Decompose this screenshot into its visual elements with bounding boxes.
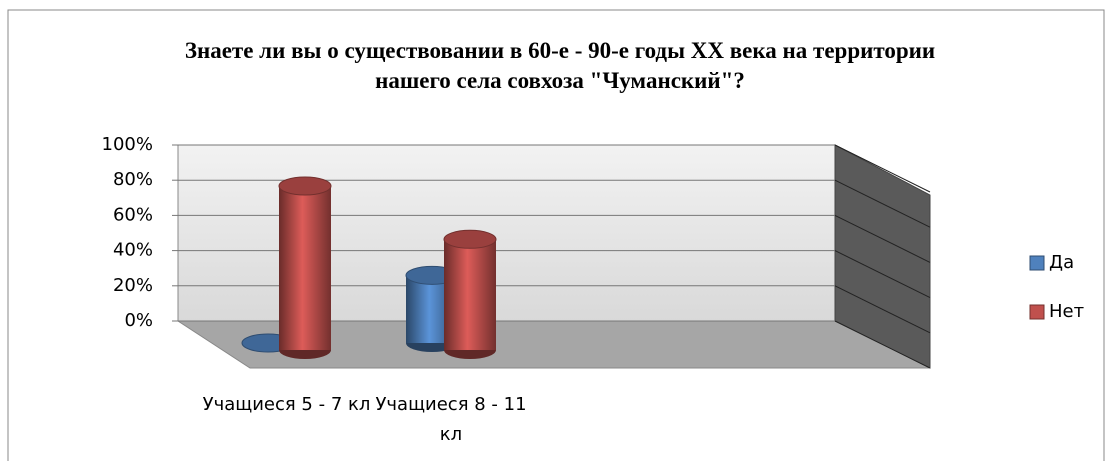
x-tick-label: Учащиеся 5 - 7 кл <box>202 394 371 415</box>
y-tick-label: 100% <box>102 134 153 155</box>
y-tick-label: 60% <box>113 204 153 225</box>
legend-label: Нет <box>1049 301 1084 322</box>
bar <box>444 239 496 350</box>
back-wall <box>177 144 836 322</box>
y-tick-label: 40% <box>113 240 153 261</box>
chart-border <box>7 9 1105 461</box>
side-grid-line <box>834 179 931 228</box>
x-tick-label: Учащиеся 8 - 11 кл <box>375 394 527 445</box>
side-grid-line <box>834 285 931 334</box>
side-grid-line <box>834 320 931 369</box>
bar <box>279 186 331 350</box>
y-tick-label: 0% <box>124 310 153 331</box>
side-grid-line <box>834 144 931 193</box>
legend-label: Да <box>1049 252 1074 273</box>
side-grid-line <box>834 250 931 299</box>
legend-swatch <box>1029 255 1045 271</box>
y-tick-label: 80% <box>113 169 153 190</box>
side-grid-line <box>834 214 931 263</box>
y-tick-label: 20% <box>113 275 153 296</box>
bar-top <box>278 176 332 196</box>
legend-swatch <box>1029 304 1045 320</box>
chart-title: Знаете ли вы о существовании в 60-е - 90… <box>184 38 936 93</box>
bar-top <box>443 229 497 249</box>
